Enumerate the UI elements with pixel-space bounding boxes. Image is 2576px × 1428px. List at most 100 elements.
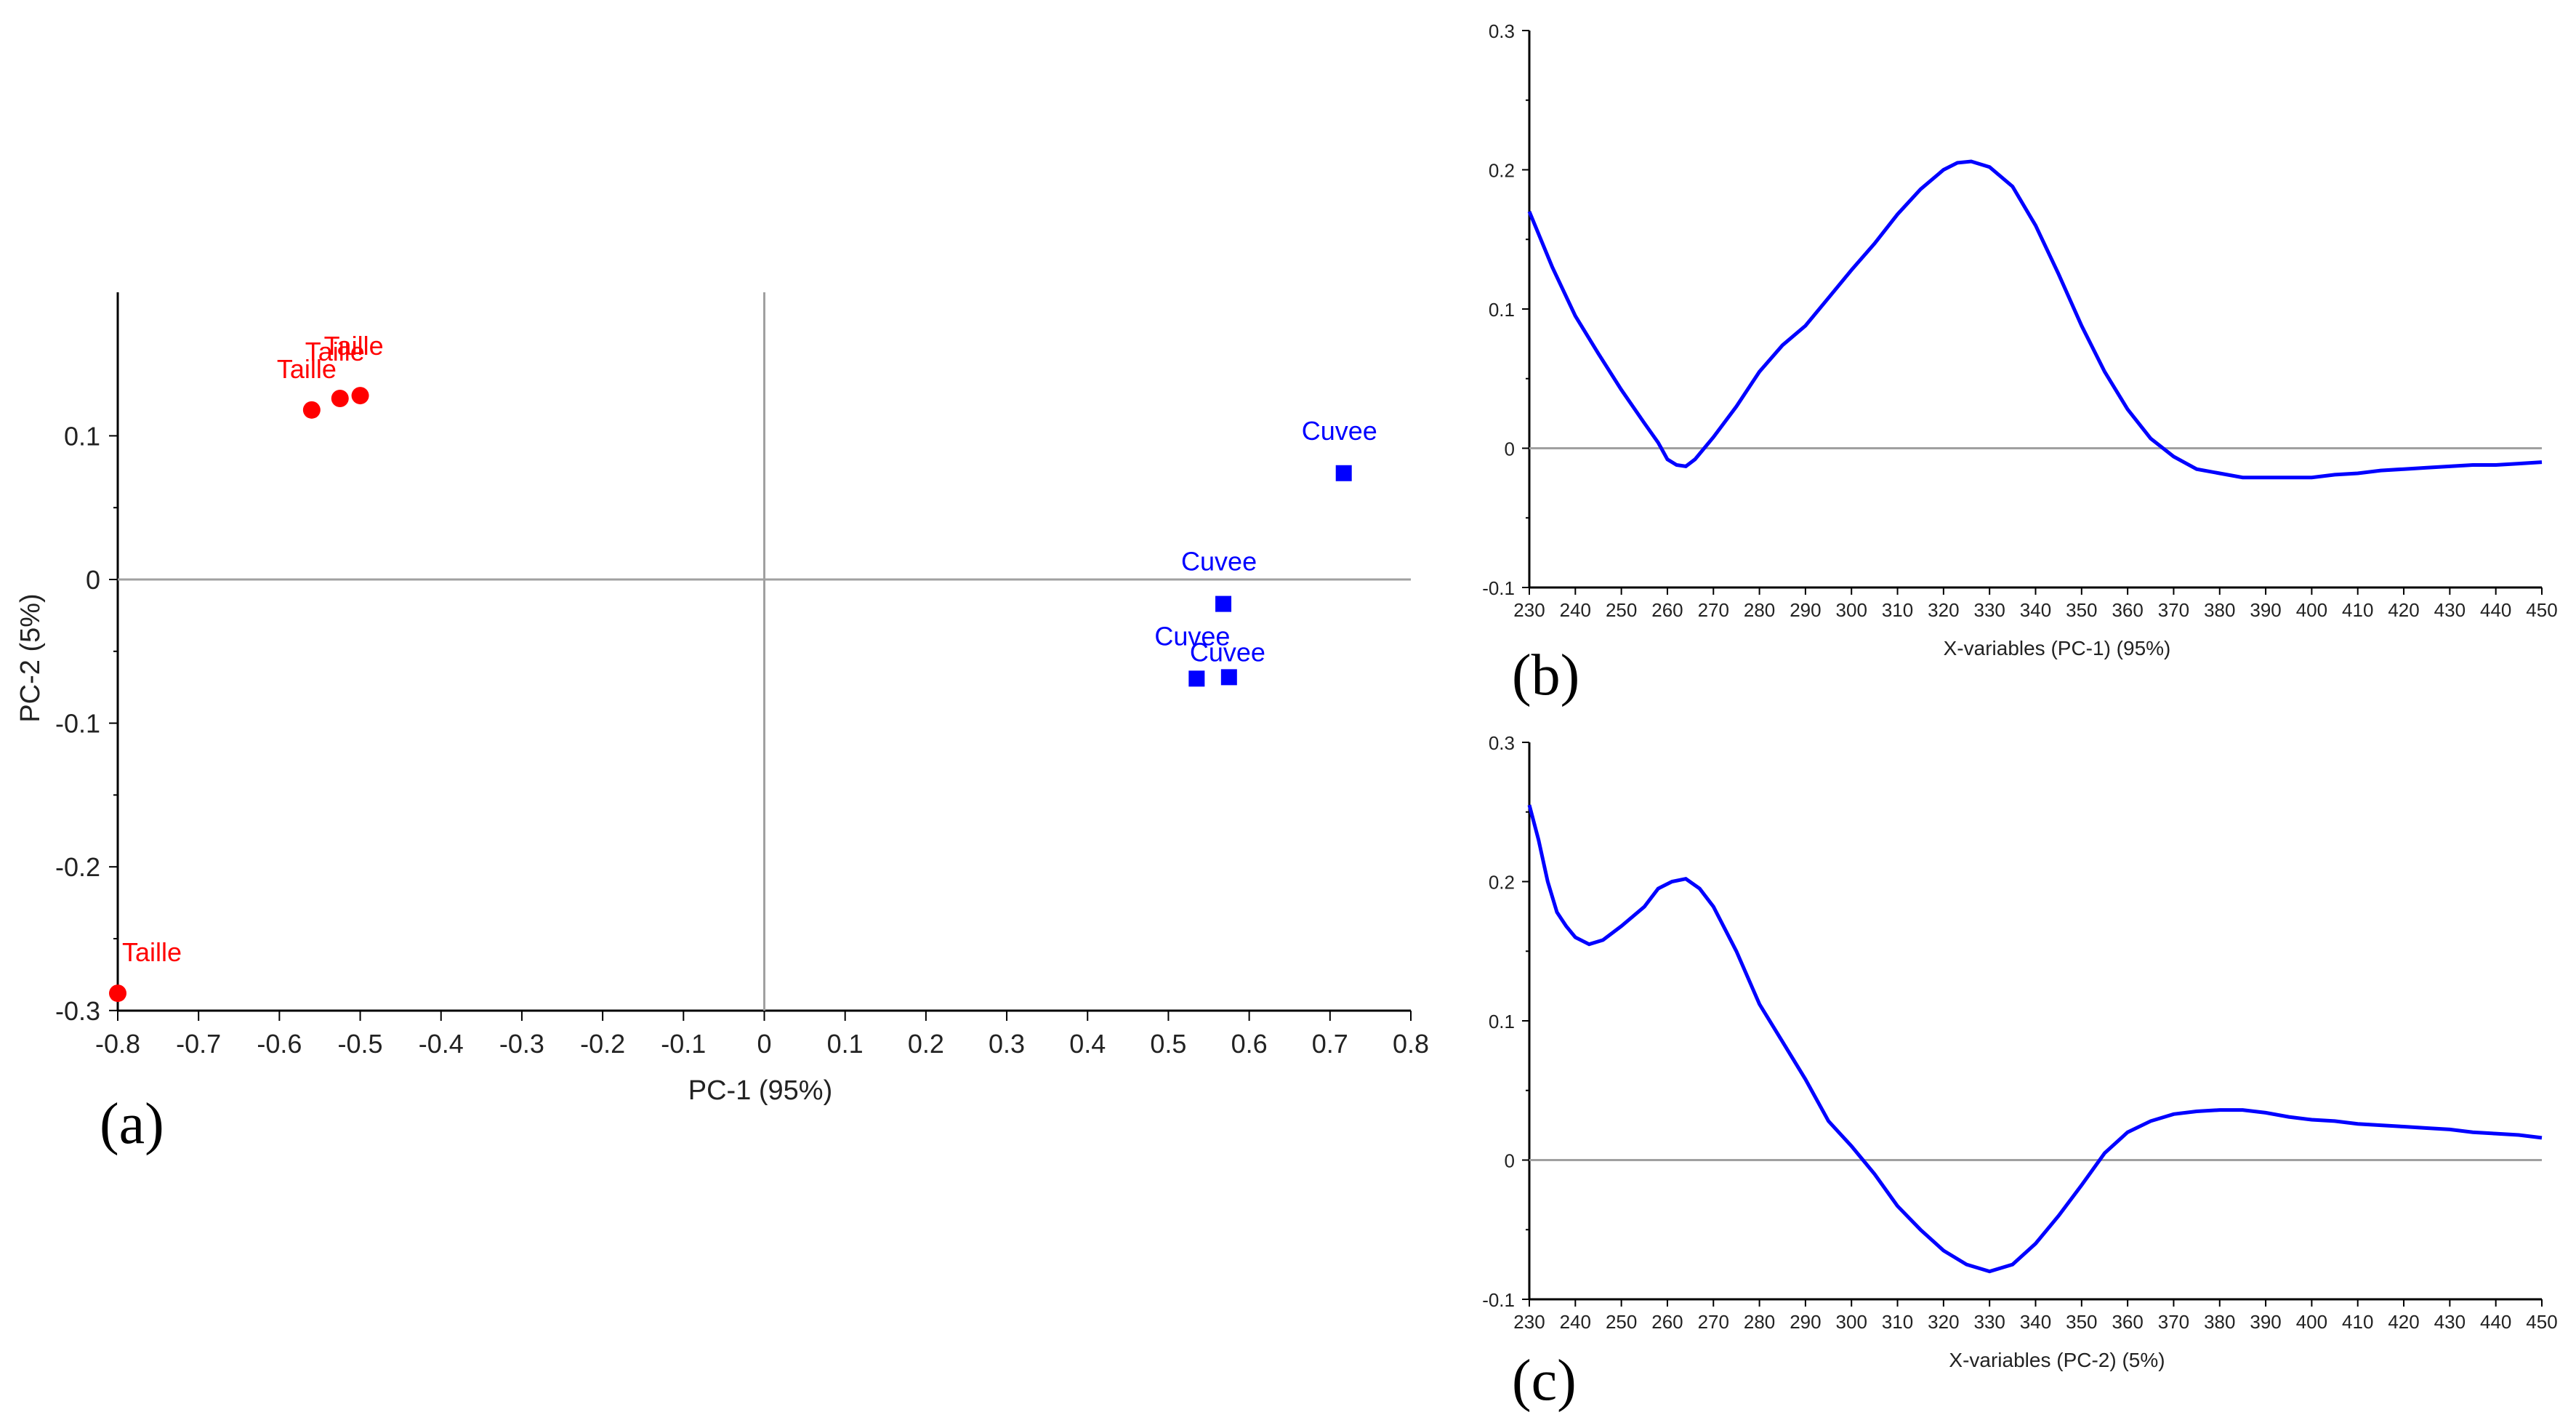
panel-c-line: 230 240 250 260 270 280 290 300 310 320 330 340 350 3… [1482,732,2558,1413]
panel-a-y-tick-label: -0.2 [55,852,100,882]
panel-b-x-tick-label: 380 [2204,599,2235,621]
panel-c-x-ticks: 230 240 250 260 270 280 290 300 310 320 330 340 350 3… [1513,1299,2558,1333]
panel-a-x-tick-label: 0.1 [827,1029,864,1059]
panel-b-x-tick-label: 240 [1560,599,1591,621]
panel-c-x-tick-label: 410 [2342,1311,2373,1333]
panel-c-x-tick-label: 430 [2434,1311,2466,1333]
panel-b-x-tick-label: 340 [2020,599,2051,621]
panel-b-x-tick-label: 230 [1513,599,1545,621]
panel-a-point-label: Cuvee [1302,416,1377,446]
panel-c-y-tick-label: 0.3 [1489,732,1515,754]
panel-c-x-tick-label: 380 [2204,1311,2235,1333]
panel-a-x-tick-label: -0.8 [95,1029,140,1059]
panel-b-y-tick-label: -0.1 [1482,577,1515,599]
panel-b-x-tick-label: 310 [1882,599,1913,621]
panel-a-letter: (a) [100,1092,164,1156]
panel-b-x-tick-label: 250 [1606,599,1637,621]
panel-b-x-ticks: 230 240 250 260 270 280 290 300 310 320 330 340 350 3… [1513,587,2558,621]
panel-a-point-label: Cuvee [1181,547,1257,577]
panel-a-x-tick-label: 0.2 [908,1029,944,1059]
panel-b-x-tick-label: 440 [2480,599,2511,621]
panel-a-x-tick-label: -0.7 [176,1029,221,1059]
panel-b-axes [1528,31,2542,589]
panel-b-letter: (b) [1512,643,1579,707]
panel-b-y-tick-label: 0.3 [1489,20,1515,42]
panel-b-loading-line [1527,159,2543,480]
panel-a-point-cuvee [1335,465,1352,481]
panel-b-y-tick-label: 0.2 [1489,160,1515,182]
panel-b-x-tick-label: 420 [2388,599,2419,621]
panel-c-x-tick-label: 450 [2526,1311,2557,1333]
panel-c-y-tick-label: 0.2 [1489,872,1515,894]
panel-a-point-taille [109,984,126,1003]
panel-c-x-tick-label: 370 [2158,1311,2189,1333]
panel-a-point-label: Cuvee [1190,637,1265,667]
panel-a-y-tick-label: 0 [86,565,100,595]
panel-c-x-tick-label: 230 [1513,1311,1545,1333]
panel-b-x-tick-label: 330 [1973,599,2005,621]
panel-a-x-tick-label: 0 [757,1029,771,1059]
panel-a-zero-lines [118,292,1411,1011]
panel-c-loading-line [1527,804,2543,1274]
panel-c-x-tick-label: 390 [2250,1311,2281,1333]
panel-c-x-tick-label: 300 [1836,1311,1867,1333]
panel-a-point-label: Cuvee [1154,621,1230,651]
panel-a-point-label: Taille [324,331,384,361]
panel-b-x-tick-label: 300 [1836,599,1867,621]
panel-a-point-taille [331,390,349,408]
panel-a-point-cuvee [1215,595,1232,612]
panel-a-x-tick-label: -0.6 [257,1029,302,1059]
panel-a-point-label: Taille [305,337,365,366]
panel-a-point-label: Taille [122,937,182,967]
panel-c-letter: (c) [1512,1349,1577,1413]
panel-a-x-tick-label: -0.2 [580,1029,625,1059]
panel-a-x-tick-label: -0.4 [419,1029,464,1059]
panel-b-x-tick-label: 320 [1928,599,1959,621]
panel-c-x-tick-label: 290 [1790,1311,1821,1333]
panel-c-y-tick-label: -0.1 [1482,1289,1515,1311]
panel-a-x-tick-label: 0.6 [1231,1029,1268,1059]
panel-c-x-tick-label: 310 [1882,1311,1913,1333]
panel-a-y-tick-label: -0.1 [55,709,100,739]
panel-b-x-tick-label: 280 [1744,599,1775,621]
panel-a-y-axis-label: PC-2 (5%) [15,593,46,722]
panel-a-x-tick-label: -0.5 [338,1029,383,1059]
panel-c-axes [1528,742,2542,1301]
panel-c-y-tick-label: 0.1 [1489,1011,1515,1032]
panel-b-x-tick-label: 410 [2342,599,2373,621]
panel-a-x-tick-label: 0.7 [1312,1029,1348,1059]
panel-a-x-tick-label: 0.5 [1150,1029,1186,1059]
panel-a-x-tick-label: -0.1 [661,1029,706,1059]
panel-a-point-taille [351,387,369,405]
panel-b-y-tick-label: 0.1 [1489,299,1515,321]
panel-b-y-tick-label: 0 [1505,438,1515,460]
panel-a-y-tick-label: -0.3 [55,996,100,1026]
panel-c-x-tick-label: 440 [2480,1311,2511,1333]
panel-b-x-tick-label: 260 [1651,599,1683,621]
panel-b-x-tick-label: 390 [2250,599,2281,621]
panel-a-point-label: Taille [277,354,337,384]
panel-b-x-axis-label: X-variables (PC-1) (95%) [1944,637,2171,659]
panel-a-x-tick-label: 0.8 [1393,1029,1429,1059]
panel-c-x-tick-label: 270 [1698,1311,1729,1333]
panel-a-x-axis-label: PC-1 (95%) [688,1075,833,1106]
panel-c-y-tick-label: 0 [1505,1150,1515,1172]
panel-b-y-ticks: -0.1 0 0.1 0.2 0.3 [1482,20,1529,599]
panel-b-x-tick-label: 290 [1790,599,1821,621]
panel-b-x-tick-label: 450 [2526,599,2557,621]
panel-c-x-tick-label: 400 [2296,1311,2327,1333]
panel-c-x-tick-label: 280 [1744,1311,1775,1333]
panel-c-x-tick-label: 250 [1606,1311,1637,1333]
panel-c-x-tick-label: 240 [1560,1311,1591,1333]
panel-b-x-tick-label: 270 [1698,599,1729,621]
panel-a-points: TailleTailleTailleTailleCuveeCuveeCuveeC… [109,331,1377,1003]
panel-c-x-tick-label: 340 [2020,1311,2051,1333]
panel-b-x-tick-label: 400 [2296,599,2327,621]
panel-a-y-ticks: -0.3 -0.2 -0.1 0 0.1 [55,421,118,1026]
panel-c-x-axis-label: X-variables (PC-2) (5%) [1949,1349,2165,1371]
panel-a-x-tick-label: 0.4 [1069,1029,1106,1059]
panel-a-point-taille [302,401,321,419]
panel-a-point-cuvee [1188,670,1205,687]
panel-b-x-tick-label: 350 [2066,599,2097,621]
